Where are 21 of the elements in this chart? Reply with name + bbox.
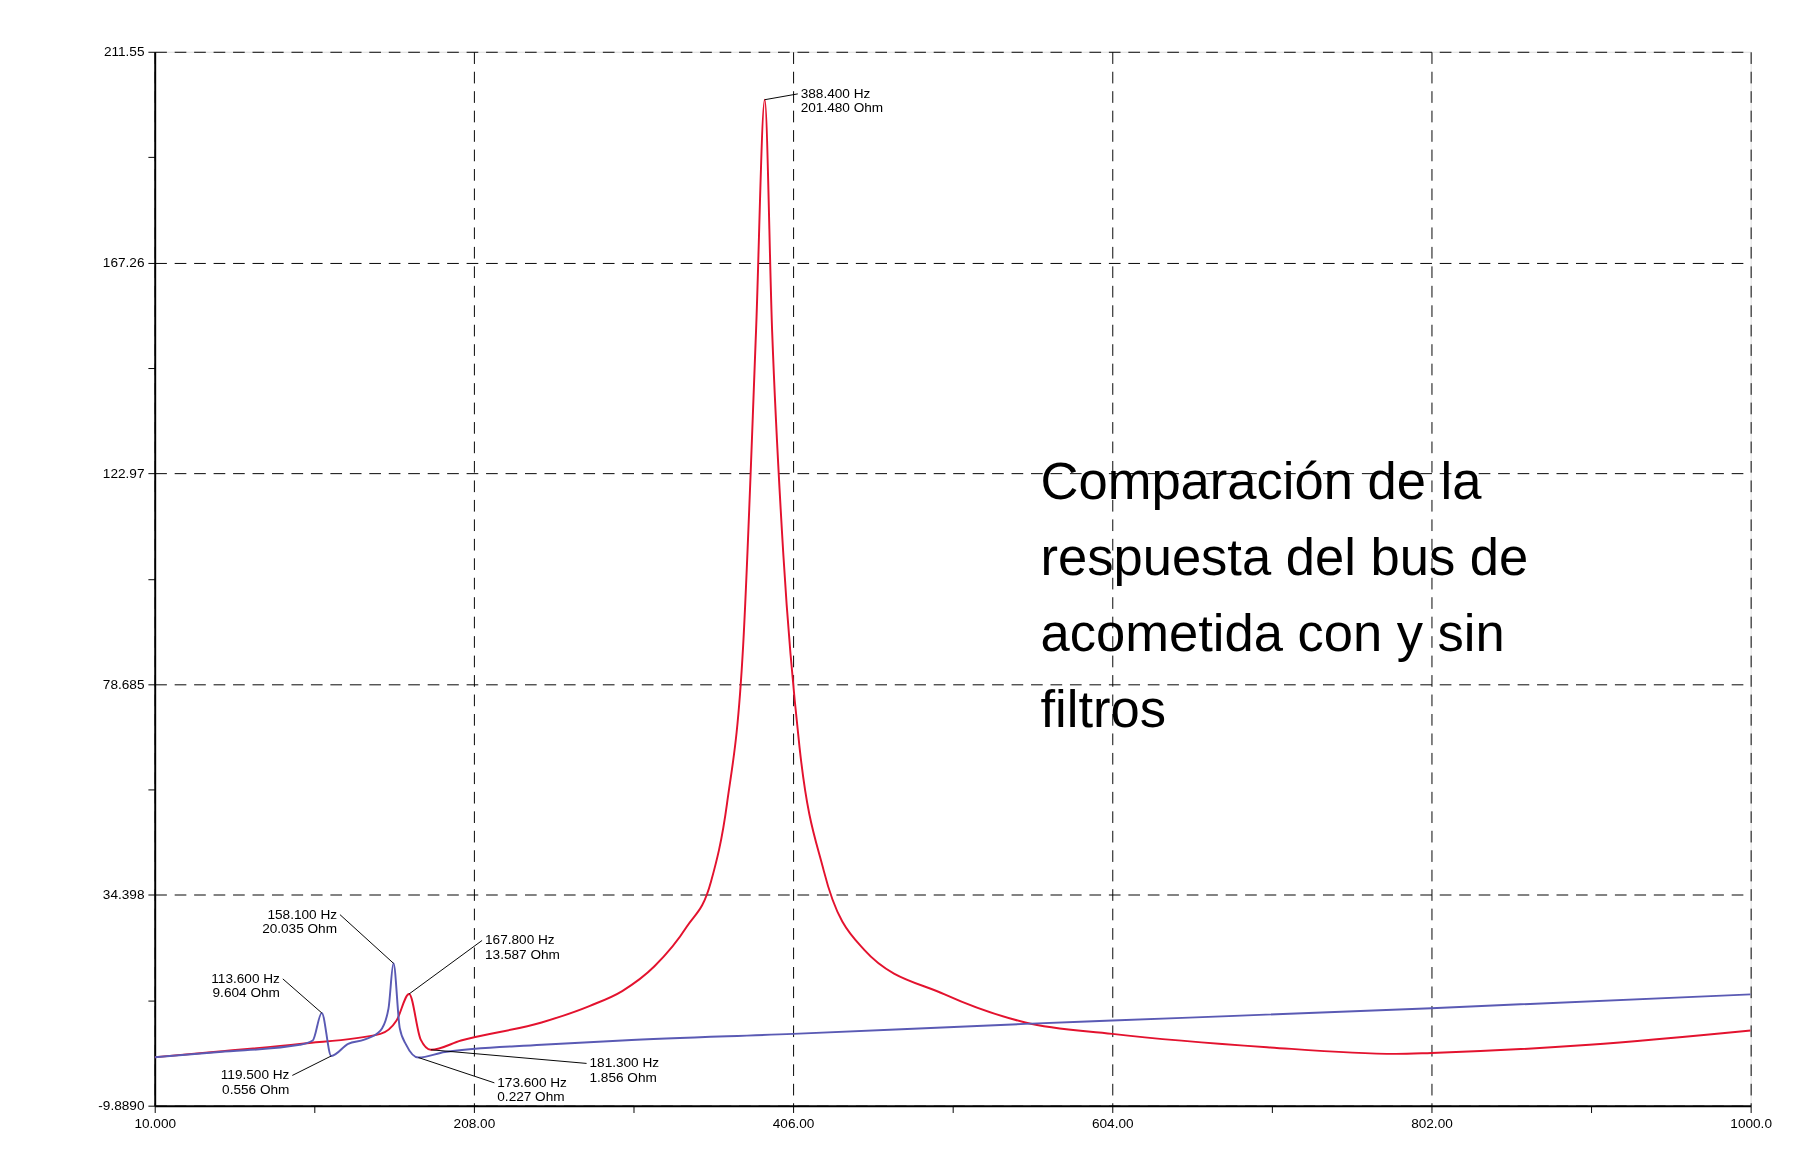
annotation: 388.400 Hz 201.480 Ohm bbox=[800, 85, 884, 116]
x-tick-label: 802.00 bbox=[1411, 1115, 1454, 1131]
annotation: 181.300 Hz 1.856 Ohm bbox=[589, 1055, 660, 1085]
y-tick-label: 211.55 bbox=[103, 44, 145, 60]
x-tick-label: 10.000 bbox=[134, 1115, 177, 1131]
annotation: 173.600 Hz 0.227 Ohm bbox=[497, 1074, 568, 1105]
annotation: 167.800 Hz 13.587 Ohm bbox=[485, 932, 560, 962]
y-tick-label: 34.398 bbox=[102, 887, 145, 903]
line-series bbox=[154, 962, 1751, 1059]
annotation: 158.100 Hz 20.035 Ohm bbox=[262, 906, 338, 937]
annotation: 113.600 Hz 9.604 Ohm bbox=[211, 970, 281, 1001]
x-tick-label: 1000.0 bbox=[1730, 1115, 1773, 1131]
annotation: Comparación de la respuesta del bus de acometida con y sin filtros bbox=[1040, 451, 1529, 739]
annotation: 119.500 Hz 0.556 Ohm bbox=[220, 1067, 290, 1097]
x-tick-label: 208.00 bbox=[453, 1115, 496, 1131]
x-tick-label: 604.00 bbox=[1091, 1115, 1135, 1131]
x-tick-label: 406.00 bbox=[772, 1115, 815, 1131]
y-tick-label: -9.8890 bbox=[98, 1098, 145, 1114]
y-tick-label: 122.97 bbox=[102, 465, 145, 481]
y-tick-label: 167.26 bbox=[102, 254, 145, 270]
y-tick-label: 78.685 bbox=[102, 676, 145, 692]
